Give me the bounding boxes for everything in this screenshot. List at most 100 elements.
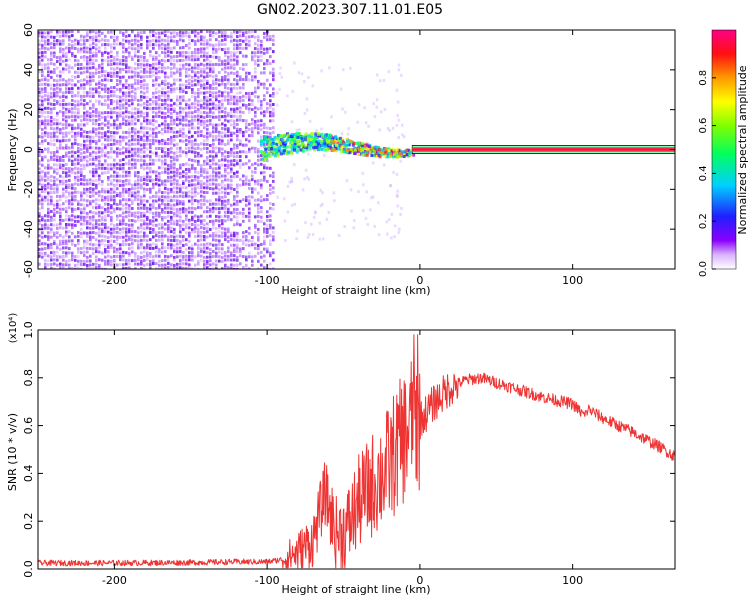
noise-cell <box>152 219 155 223</box>
noise-cell <box>107 71 110 75</box>
noise-cell <box>92 187 95 191</box>
noise-cell <box>236 231 239 235</box>
noise-cell <box>155 238 158 242</box>
noise-cell <box>248 127 251 131</box>
noise-cell <box>107 246 110 250</box>
noise-cell <box>53 262 56 266</box>
noise-cell <box>80 151 83 155</box>
noise-cell <box>212 55 215 59</box>
noise-cell <box>59 266 62 269</box>
noise-cell <box>176 214 179 218</box>
noise-cell <box>53 190 56 194</box>
noise-cell <box>194 126 197 130</box>
noise-cell <box>98 190 101 194</box>
noise-cell <box>125 135 128 139</box>
noise-cell <box>254 170 257 174</box>
signal-cell <box>282 139 286 143</box>
noise-cell <box>56 258 59 262</box>
noise-cell <box>152 115 155 119</box>
signal-cell <box>281 145 285 149</box>
noise-cell <box>83 58 86 62</box>
noise-cell <box>131 90 134 94</box>
noise-cell <box>212 234 215 238</box>
noise-cell <box>128 143 131 147</box>
noise-cell <box>125 162 128 166</box>
noise-cell <box>83 55 86 59</box>
noise-cell <box>248 267 251 269</box>
noise-cell <box>137 190 140 194</box>
noise-cell <box>152 186 155 190</box>
noise-cell <box>95 211 98 215</box>
noise-cell <box>266 142 269 146</box>
noise-cell <box>104 171 107 175</box>
noise-cell <box>263 35 266 39</box>
signal-cell <box>331 147 335 151</box>
noise-cell <box>257 219 260 223</box>
noise-cell <box>221 131 224 135</box>
noise-cell <box>188 127 191 131</box>
noise-cell <box>173 214 176 218</box>
noise-cell <box>209 234 212 238</box>
noise-cell <box>224 30 227 34</box>
noise-cell <box>206 183 209 187</box>
noise-cell <box>137 186 140 190</box>
signal-cell <box>363 144 367 148</box>
noise-cell <box>367 124 370 128</box>
signal-cell <box>263 145 267 149</box>
noise-cell <box>227 183 230 187</box>
noise-cell <box>185 123 188 127</box>
noise-cell <box>71 98 74 102</box>
noise-cell <box>224 70 227 74</box>
signal-cell <box>297 145 301 149</box>
noise-cell <box>215 43 218 47</box>
noise-cell <box>59 70 62 74</box>
noise-cell <box>215 127 218 131</box>
noise-cell <box>89 43 92 47</box>
noise-cell <box>215 130 218 134</box>
noise-cell <box>86 250 89 254</box>
signal-cell <box>302 135 306 139</box>
noise-cell <box>74 131 77 135</box>
noise-cell <box>206 79 209 83</box>
noise-cell <box>218 90 221 94</box>
signal-cell <box>322 140 326 144</box>
noise-cell <box>200 243 203 247</box>
noise-cell <box>77 263 80 267</box>
noise-cell <box>53 51 56 55</box>
noise-cell <box>95 266 98 269</box>
noise-cell <box>218 55 221 59</box>
noise-cell <box>263 170 266 174</box>
noise-cell <box>122 222 125 226</box>
noise-cell <box>251 34 254 38</box>
noise-cell <box>188 231 191 235</box>
noise-cell <box>306 235 310 239</box>
noise-cell <box>92 51 95 55</box>
noise-cell <box>62 146 65 150</box>
noise-cell <box>227 214 230 218</box>
noise-cell <box>116 51 119 55</box>
noise-cell <box>47 42 50 46</box>
signal-cell <box>357 141 361 145</box>
noise-cell <box>47 171 50 175</box>
noise-cell <box>396 204 400 208</box>
noise-cell <box>212 82 215 86</box>
noise-cell <box>44 39 47 43</box>
noise-cell <box>137 235 140 239</box>
noise-cell <box>167 103 170 107</box>
noise-cell <box>164 119 167 123</box>
noise-cell <box>74 158 77 162</box>
noise-cell <box>191 143 194 147</box>
noise-cell <box>167 259 170 263</box>
noise-cell <box>47 223 50 227</box>
noise-cell <box>122 115 125 119</box>
noise-cell <box>140 155 143 159</box>
noise-cell <box>89 178 92 182</box>
noise-cell <box>74 111 77 115</box>
noise-cell <box>92 158 95 162</box>
noise-cell <box>152 66 155 70</box>
noise-cell <box>68 263 71 267</box>
noise-cell <box>107 239 110 243</box>
noise-cell <box>215 198 218 202</box>
noise-cell <box>59 99 62 103</box>
noise-cell <box>119 174 122 178</box>
